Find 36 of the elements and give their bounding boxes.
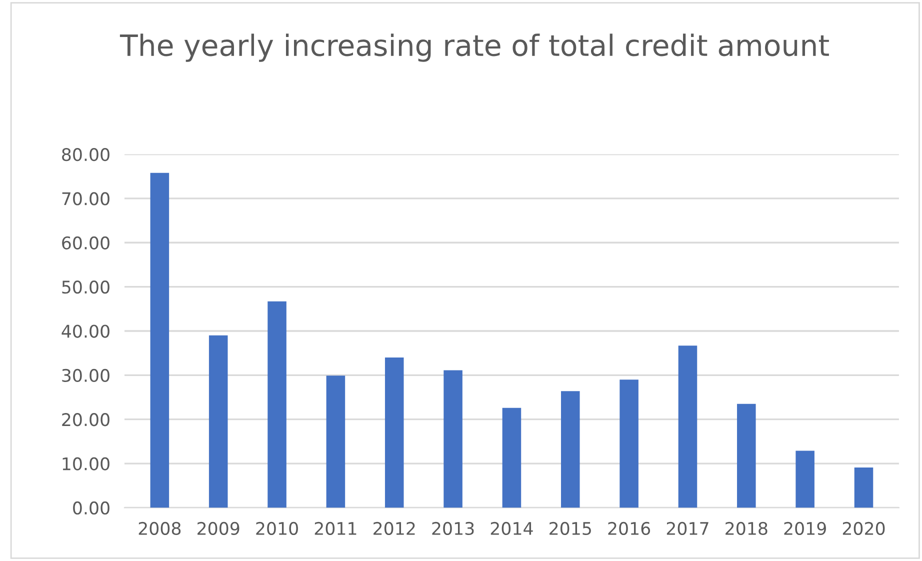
bar	[560, 391, 580, 508]
bar	[620, 380, 638, 508]
x-tick-label: 2008	[138, 522, 181, 536]
bar	[384, 357, 404, 508]
x-tick-label: 2010	[256, 522, 298, 536]
bar	[268, 301, 286, 508]
bar	[854, 468, 874, 508]
bar	[326, 376, 346, 508]
bar	[150, 172, 170, 508]
y-tick-label: 40.00	[62, 324, 110, 338]
bar	[208, 335, 228, 508]
bar	[737, 404, 756, 508]
chart-title: The yearly increasing rate of total credit amount	[120, 34, 829, 62]
bar	[678, 346, 698, 508]
y-tick-label: 60.00	[62, 236, 110, 250]
x-tick-label: 2020	[842, 522, 885, 536]
x-tick-label: 2016	[608, 522, 650, 536]
y-tick-label: 50.00	[62, 280, 110, 294]
y-tick-label: 20.00	[62, 413, 110, 426]
bar	[444, 370, 462, 508]
y-tick-label: 10.00	[62, 457, 110, 470]
x-tick-label: 2014	[490, 522, 533, 536]
bar	[502, 408, 522, 508]
x-tick-label: 2015	[550, 522, 591, 536]
x-tick-label: 2013	[432, 522, 474, 536]
x-tick-label: 2018	[726, 522, 768, 536]
x-tick-label: 2017	[666, 522, 708, 536]
y-tick-label: 80.00	[62, 148, 110, 162]
x-tick-label: 2011	[314, 522, 356, 536]
x-tick-label: 2009	[198, 522, 240, 536]
y-tick-label: 30.00	[62, 368, 110, 382]
y-tick-label: 0.00	[73, 501, 110, 515]
y-tick-label: 70.00	[62, 192, 110, 206]
bar	[796, 450, 814, 508]
x-tick-label: 2019	[784, 522, 826, 536]
x-tick-label: 2012	[374, 522, 415, 536]
